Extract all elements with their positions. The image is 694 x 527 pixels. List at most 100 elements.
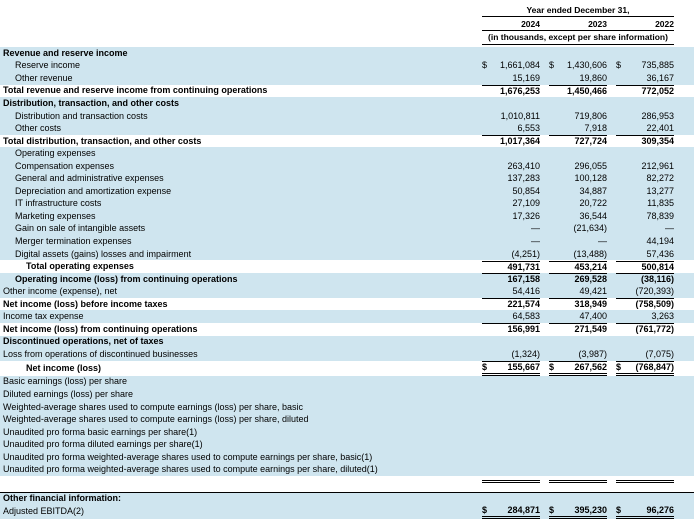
value: (768,847) xyxy=(635,361,674,372)
value-cell: 17,326 xyxy=(482,211,540,222)
table-row: Basic earnings (loss) per share xyxy=(0,375,694,389)
value: 50,854 xyxy=(512,185,540,196)
value-cell: $267,562 xyxy=(549,360,607,376)
value-cell: (720,393) xyxy=(616,286,674,297)
year-column-2023: 2023 xyxy=(588,19,607,29)
value: 6,553 xyxy=(517,123,540,134)
value-cell: 156,991 xyxy=(482,323,540,335)
row-label: Distribution, transaction, and other cos… xyxy=(3,97,180,108)
table-row: Operating income (loss) from continuing … xyxy=(0,272,694,286)
dollar-sign: $ xyxy=(616,361,622,372)
value-cell: 296,055 xyxy=(549,161,607,172)
value: 82,272 xyxy=(646,173,674,184)
value-cell: 221,574 xyxy=(482,298,540,310)
value: 36,544 xyxy=(579,210,607,221)
table-row: Other income (expense), net 54,416 49,421 (… xyxy=(0,285,694,298)
row-label: Digital assets (gains) losses and impair… xyxy=(15,248,192,259)
value: 167,158 xyxy=(507,274,540,285)
table-row: Compensation expenses 263,410 296,055 212,9… xyxy=(0,159,694,173)
value: (758,509) xyxy=(635,299,674,310)
row-label: Other revenue xyxy=(15,72,73,83)
row-label: Other financial information: xyxy=(3,493,122,504)
value-cell: 27,109 xyxy=(482,198,540,209)
value-cell: (4,251) xyxy=(482,249,540,260)
row-label: Weighted-average shares used to compute … xyxy=(3,414,309,425)
table-row: Income tax expense 64,583 47,400 3,263 xyxy=(0,310,694,324)
table-row: Digital assets (gains) losses and impair… xyxy=(0,247,694,261)
value: 271,549 xyxy=(574,324,607,335)
value-cell: 1,010,811 xyxy=(482,111,540,122)
table-row: Distribution, transaction, and other cos… xyxy=(0,97,694,110)
value: 1,430,606 xyxy=(566,60,607,71)
year-column-2022: 2022 xyxy=(655,19,674,29)
value-cell: 1,017,364 xyxy=(482,135,540,147)
value: 221,574 xyxy=(507,299,540,310)
table-row: Unaudited pro forma weighted-average sha… xyxy=(0,463,694,477)
table-row: Total distribution, transaction, and oth… xyxy=(0,135,694,148)
value: 491,731 xyxy=(507,261,540,272)
table-row: Other revenue 15,169 19,860 36,167 xyxy=(0,72,694,85)
value-cell: 500,814 xyxy=(616,260,674,273)
value-cell xyxy=(549,480,607,484)
value: 19,860 xyxy=(579,72,607,83)
value-cell: 15,169 xyxy=(482,73,540,84)
value: 57,436 xyxy=(646,248,674,259)
value: 44,194 xyxy=(646,235,674,246)
table-row: Weighted-average shares used to compute … xyxy=(0,413,694,426)
value: 453,214 xyxy=(574,261,607,272)
table-row: Net income (loss) $155,667 $267,562 $ (768,8… xyxy=(0,360,694,376)
value: 1,017,364 xyxy=(499,136,540,147)
value-cell: 64,583 xyxy=(482,311,540,322)
value: (7,075) xyxy=(645,348,674,359)
value-cell: 78,839 xyxy=(616,211,674,222)
value-cell: 1,450,466 xyxy=(549,84,607,97)
row-label: Total revenue and reserve income from co… xyxy=(3,85,268,96)
value-cell: 50,854 xyxy=(482,186,540,197)
value-cell: 19,860 xyxy=(549,73,607,84)
value-cell: $1,661,084 xyxy=(482,60,540,71)
value: 212,961 xyxy=(641,160,674,171)
value-cell: — xyxy=(482,236,540,247)
value: 13,277 xyxy=(646,185,674,196)
value-cell: 13,277 xyxy=(616,186,674,197)
table-row: Weighted-average shares used to compute … xyxy=(0,400,694,414)
value-cell: — xyxy=(549,236,607,247)
value-cell: $284,871 xyxy=(482,505,540,519)
value: 500,814 xyxy=(641,261,674,272)
value-cell: (13,488) xyxy=(549,249,607,260)
value: 727,724 xyxy=(574,136,607,147)
value-cell: $96,276 xyxy=(616,505,674,519)
value: (761,772) xyxy=(635,324,674,335)
value-cell: 727,724 xyxy=(549,135,607,147)
year-column-2024: 2024 xyxy=(521,19,540,29)
income-statement-table: Revenue and reserve income Reserve income… xyxy=(0,47,694,519)
value-cell: — xyxy=(482,223,540,234)
value: 772,052 xyxy=(641,85,674,96)
value: 719,806 xyxy=(574,110,607,121)
value: 309,354 xyxy=(641,136,674,147)
table-row: Merger termination expenses — — 44,194 xyxy=(0,235,694,248)
value: (38,116) xyxy=(640,274,674,285)
value-cell: 318,949 xyxy=(549,298,607,310)
value: — xyxy=(531,223,540,234)
value-cell: 57,436 xyxy=(616,249,674,260)
row-label: Marketing expenses xyxy=(15,210,96,221)
value-cell: 100,128 xyxy=(549,173,607,184)
row-label: Net income (loss) before income taxes xyxy=(3,298,168,309)
row-label: Total distribution, transaction, and oth… xyxy=(3,135,202,146)
value: (21,634) xyxy=(573,223,607,234)
row-label: Income tax expense xyxy=(3,311,84,322)
dollar-sign: $ xyxy=(549,504,555,515)
dollar-sign: $ xyxy=(616,60,622,71)
value-cell: 22,401 xyxy=(616,123,674,134)
row-label: Weighted-average shares used to compute … xyxy=(3,401,303,412)
value-cell xyxy=(482,480,540,484)
table-row: Depreciation and amortization expense 50,… xyxy=(0,185,694,198)
value-cell: 49,421 xyxy=(549,286,607,297)
value-cell: 212,961 xyxy=(616,161,674,172)
row-label: Reserve income xyxy=(15,60,81,71)
value: (720,393) xyxy=(635,286,674,297)
row-label: Total operating expenses xyxy=(26,261,134,272)
table-row: Unaudited pro forma basic earnings per s… xyxy=(0,425,694,439)
value: 34,887 xyxy=(579,185,607,196)
